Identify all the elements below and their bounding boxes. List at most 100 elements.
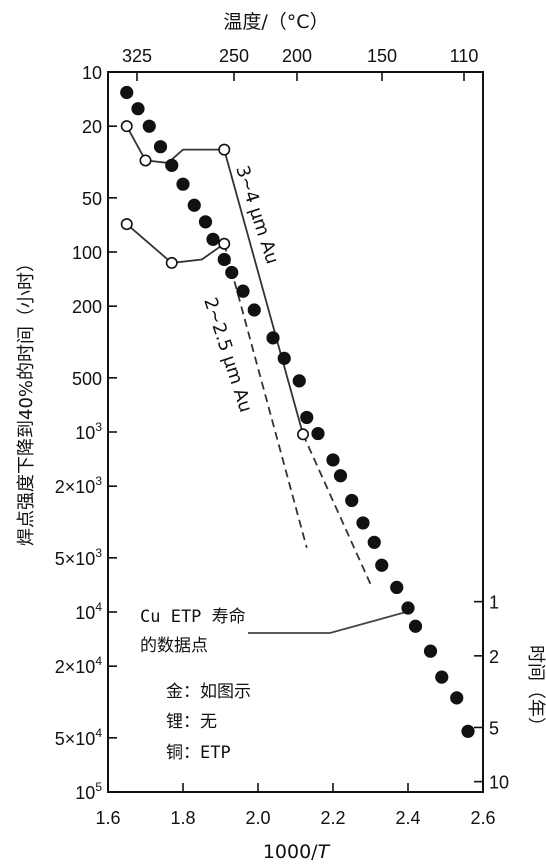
x-tick-label: 2.0	[245, 808, 270, 828]
x-tick-label: 1.8	[170, 808, 195, 828]
y-axis-ticks: 1020501002005001032×1035×1031042×1045×10…	[55, 63, 117, 803]
y-tick-label-exponent: 5	[95, 780, 102, 794]
y-tick-label-base: 10	[75, 603, 95, 623]
series-line	[126, 223, 225, 264]
filled-marker	[311, 426, 325, 441]
filled-marker	[277, 351, 291, 365]
y-tick-label-exponent: 3	[95, 546, 102, 560]
y-tick-label-base: 2×10	[55, 657, 96, 677]
y-tick-label: 50	[82, 189, 102, 209]
filled-marker	[292, 374, 306, 388]
x-tick-label: 2.6	[470, 808, 495, 828]
right-axis-ticks: 1 2 5 10	[474, 593, 509, 793]
series-lines	[125, 125, 304, 435]
y-tick-label: 5×104	[55, 726, 103, 749]
y-tick-label-exponent: 3	[95, 420, 102, 434]
y-tick-label: 100	[72, 243, 102, 263]
filled-marker	[326, 453, 340, 467]
y-tick-label-base: 10	[75, 783, 95, 803]
filled-marker	[266, 331, 280, 345]
x-axis-title: 1000/T	[263, 841, 331, 863]
y-tick-label-exponent: 4	[95, 726, 102, 740]
y-tick-label: 105	[75, 780, 102, 803]
series-line	[125, 125, 304, 435]
filled-marker	[375, 558, 389, 572]
x-tick-label: 2.4	[395, 808, 420, 828]
y-tick-label: 104	[75, 600, 102, 623]
filled-marker	[333, 469, 348, 483]
y-tick-label-exponent: 3	[95, 474, 102, 488]
right-tick-label: 10	[489, 773, 509, 793]
open-marker	[139, 154, 152, 167]
top-axis-title: 温度/（°C）	[223, 11, 328, 33]
y-tick-label-base: 5×10	[55, 729, 96, 749]
filled-marker	[435, 670, 449, 684]
series-markers	[120, 85, 475, 738]
annotation-copper: 铜：ETP	[166, 743, 231, 763]
open-marker	[120, 218, 133, 231]
filled-marker	[300, 410, 314, 425]
filled-marker	[153, 140, 168, 154]
right-tick-label: 1	[489, 593, 499, 613]
y-tick-label: 2×104	[55, 654, 103, 677]
filled-marker	[247, 303, 261, 317]
y-tick-label: 10	[82, 63, 102, 83]
annotation-data-points: 的数据点	[140, 636, 208, 656]
y-tick-label: 20	[82, 117, 102, 137]
y-tick-label: 200	[72, 297, 102, 317]
x-tick-label: 1.6	[95, 808, 120, 828]
filled-marker	[401, 601, 415, 615]
top-axis-ticks: 325 250 200 150 110	[122, 46, 478, 81]
open-marker	[120, 120, 133, 133]
open-marker	[165, 256, 178, 269]
label-3-4um-au: 3~4 µm Au	[231, 163, 283, 267]
filled-marker	[236, 284, 250, 298]
top-tick-label: 150	[367, 46, 397, 66]
right-tick-label: 5	[489, 718, 499, 738]
filled-marker	[187, 198, 201, 212]
filled-marker	[408, 619, 423, 633]
filled-marker	[120, 85, 134, 100]
dashed-line	[302, 433, 372, 585]
x-axis-ticks: 1.6 1.8 2.0 2.2 2.4 2.6	[95, 783, 496, 828]
filled-marker	[165, 158, 179, 172]
top-tick-label: 200	[282, 46, 312, 66]
annotation-box	[120, 598, 292, 774]
right-tick-label: 2	[489, 647, 499, 667]
x-tick-label: 2.2	[320, 808, 345, 828]
y-tick-label-base: 2×10	[55, 477, 96, 497]
y-tick-label-exponent: 4	[95, 654, 102, 668]
top-tick-label: 250	[219, 46, 249, 66]
filled-marker	[142, 119, 156, 133]
label-2-2-5um-au: 2~2.5 µm Au	[199, 295, 256, 415]
filled-marker	[131, 102, 145, 116]
y-tick-label-base: 5×10	[55, 549, 96, 569]
filled-marker	[345, 493, 359, 508]
filled-marker	[461, 724, 475, 738]
y-tick-label: 103	[75, 420, 102, 443]
y-tick-label-exponent: 4	[95, 600, 102, 614]
annotation-leader-line	[248, 611, 407, 634]
open-marker	[296, 428, 309, 441]
filled-marker	[206, 232, 220, 246]
annotation-cu-etp-lifetime: Cu ETP 寿命	[140, 607, 246, 627]
filled-marker	[423, 644, 438, 658]
filled-marker	[356, 516, 370, 530]
x-axis-title-italic: T	[318, 841, 331, 863]
filled-marker	[198, 215, 213, 229]
right-axis-title: 时间（年）	[525, 645, 546, 735]
y-tick-label: 5×103	[55, 546, 103, 569]
filled-marker	[176, 177, 190, 191]
y-axis-title: 焊点强度下降到40%的时间（小时）	[16, 254, 37, 546]
filled-marker	[367, 535, 381, 549]
filled-marker	[450, 691, 464, 705]
x-axis-title-prefix: 1000/	[263, 841, 318, 863]
top-tick-label: 325	[122, 46, 152, 66]
annotation-lithium: 锂：无	[166, 712, 217, 732]
filled-marker	[390, 580, 404, 594]
filled-marker	[217, 252, 231, 267]
annotation-gold: 金：如图示	[166, 682, 251, 702]
open-marker	[218, 143, 231, 156]
open-marker	[218, 237, 231, 250]
